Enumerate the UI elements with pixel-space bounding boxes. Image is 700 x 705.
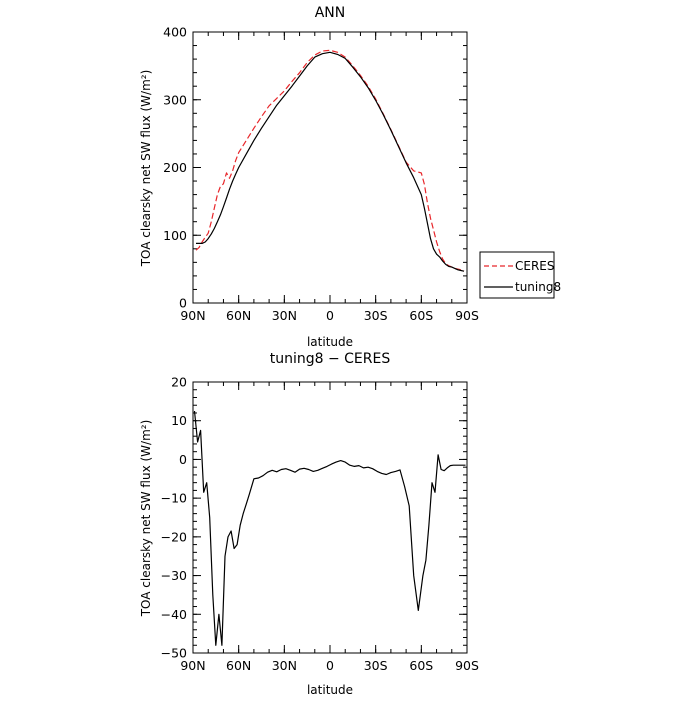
top-series-ceres-line — [195, 49, 465, 272]
top-data-lines — [195, 49, 465, 272]
legend-ceres-label: CERES — [515, 259, 555, 273]
bottom-x-tick-label: 30N — [272, 658, 297, 673]
bottom-y-tick-label: −50 — [161, 646, 187, 661]
bottom-y-tick-label: 10 — [171, 413, 187, 428]
top-x-tick-label: 30N — [272, 308, 297, 323]
top-x-axis-label: latitude — [307, 335, 353, 349]
top-y-tick-label: 200 — [163, 160, 187, 175]
bottom-y-tick-label: 0 — [179, 452, 187, 467]
top-x-tick-label: 0 — [326, 308, 334, 323]
top-plot-frame — [192, 31, 468, 304]
bottom-y-axis-label: TOA clearsky net SW flux (W/m²) — [139, 420, 153, 618]
top-y-tick-label: 100 — [163, 228, 187, 243]
top-y-axis-label: TOA clearsky net SW flux (W/m²) — [139, 70, 153, 268]
bottom-y-tick-label: −40 — [161, 607, 187, 622]
bottom-x-tick-label: 0 — [326, 658, 334, 673]
bottom-x-tick-label: 60S — [409, 658, 433, 673]
bottom-y-tick-label: −30 — [161, 568, 187, 583]
bottom-data-lines — [193, 410, 466, 646]
bottom-chart-title: tuning8 − CERES — [270, 351, 391, 367]
bottom-x-tick-label: 90N — [180, 658, 205, 673]
top-y-tick-label: 0 — [179, 296, 187, 311]
bottom-x-axis-label: latitude — [307, 683, 353, 697]
legend-box — [479, 251, 555, 299]
top-y-tick-label: 400 — [163, 25, 187, 40]
legend: CERES tuning8 — [479, 251, 561, 299]
top-x-tick-label: 90N — [180, 308, 205, 323]
bottom-y-tick-label: 20 — [171, 375, 187, 390]
bottom-series-difference-line — [193, 410, 466, 646]
bottom-panel: tuning8 − CERES TOA clearsky net SW flux… — [139, 351, 479, 697]
bottom-axis-ticks: 90N 60N 30N 0 30S 60S 90S 20 10 0 −10 −20 −30 −40 −50 — [161, 375, 479, 674]
bottom-plot-frame — [192, 381, 468, 654]
bottom-y-tick-label: −10 — [161, 491, 187, 506]
top-x-tick-label: 30S — [364, 308, 388, 323]
top-axis-ticks: 90N 60N 30N 0 30S 60S 90S 0 100 200 300 400 — [163, 25, 479, 324]
bottom-x-tick-label: 90S — [455, 658, 479, 673]
legend-model-label: tuning8 — [515, 280, 561, 294]
top-chart-title: ANN — [315, 5, 346, 21]
top-y-tick-label: 300 — [163, 92, 187, 107]
top-x-tick-label: 60S — [409, 308, 433, 323]
top-panel: ANN TOA clearsky net SW flux (W/m²) lati… — [139, 5, 479, 349]
top-x-tick-label: 90S — [455, 308, 479, 323]
top-series-tuning8-line — [196, 51, 465, 272]
bottom-x-tick-label: 30S — [364, 658, 388, 673]
top-x-tick-label: 60N — [226, 308, 251, 323]
bottom-y-tick-label: −20 — [161, 529, 187, 544]
bottom-x-tick-label: 60N — [226, 658, 251, 673]
